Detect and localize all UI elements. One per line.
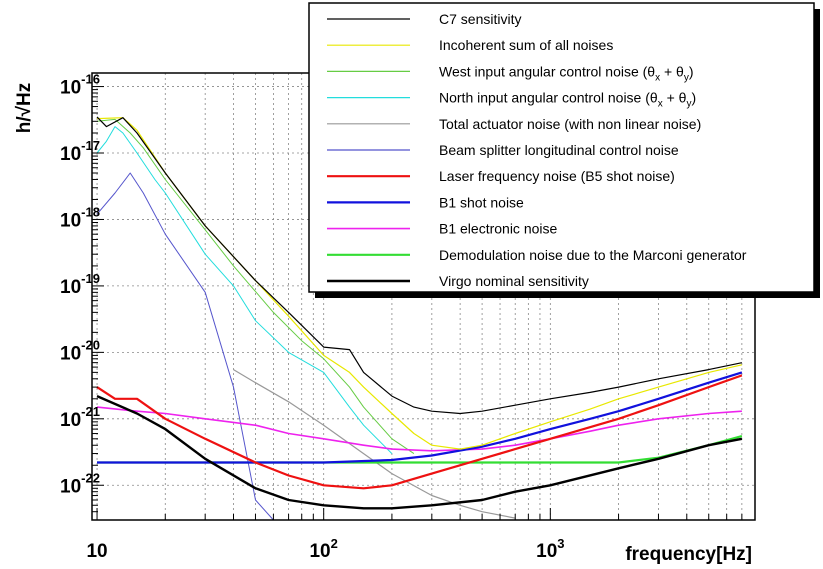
legend-label: C7 sensitivity — [439, 11, 521, 27]
x-tick-label: 10 — [86, 541, 107, 562]
y-tick-label: 10-19 — [60, 271, 100, 298]
series-line-8 — [96, 406, 742, 452]
series-line-0 — [96, 116, 743, 415]
y-tick-exponent: -20 — [81, 337, 100, 352]
series-line-7 — [97, 371, 743, 464]
x-tick-labels: 10 102 103 — [86, 536, 564, 562]
legend-label: Laser frequency noise (B5 shot noise) — [439, 168, 675, 184]
y-tick-exponent: -21 — [81, 404, 100, 419]
legend-label: B1 shot noise — [439, 194, 524, 210]
legend: C7 sensitivity Incoherent sum of all nois… — [308, 2, 820, 298]
legend-label: Total actuator noise (with non linear no… — [439, 116, 701, 132]
legend-label: Beam splitter longitudinal control noise — [439, 142, 679, 158]
y-tick-label: 10-18 — [60, 204, 100, 231]
x-tick-label: 102 — [309, 536, 337, 562]
legend-label: Incoherent sum of all noises — [439, 37, 613, 53]
legend-label: Demodulation noise due to the Marconi ge… — [439, 247, 747, 263]
y-axis-title: h/√Hz — [14, 83, 35, 134]
axis-ticks — [92, 86, 756, 521]
y-tick-label: 10-20 — [60, 337, 100, 364]
y-tick-label: 10-22 — [60, 470, 100, 497]
legend-label: North input angular control noise (θx + … — [439, 90, 696, 110]
legend-label: West input angular control noise (θx + θ… — [439, 63, 694, 83]
series-line-5 — [96, 172, 289, 520]
x-tick-exponent: 2 — [331, 536, 338, 551]
x-tick-exponent: 3 — [557, 536, 564, 551]
series-line-6 — [96, 374, 743, 490]
legend-box — [308, 2, 815, 293]
y-tick-exponent: -17 — [81, 138, 100, 153]
x-tick-label: 103 — [536, 536, 564, 562]
y-tick-exponent: -19 — [81, 271, 100, 286]
series-layer — [96, 116, 743, 520]
y-tick-exponent: -16 — [81, 72, 100, 87]
y-tick-label: 10-16 — [60, 72, 100, 99]
y-tick-label: 10-21 — [60, 404, 100, 431]
y-tick-exponent: -18 — [81, 204, 100, 219]
legend-label: B1 electronic noise — [439, 221, 558, 237]
series-line-2 — [96, 118, 415, 455]
series-line-10 — [96, 394, 743, 510]
y-tick-label: 10-17 — [60, 138, 100, 165]
series-line-3 — [96, 126, 393, 454]
y-tick-exponent: -22 — [81, 470, 100, 485]
x-axis-title: frequency[Hz] — [625, 544, 752, 565]
legend-label: Virgo nominal sensitivity — [439, 273, 589, 289]
